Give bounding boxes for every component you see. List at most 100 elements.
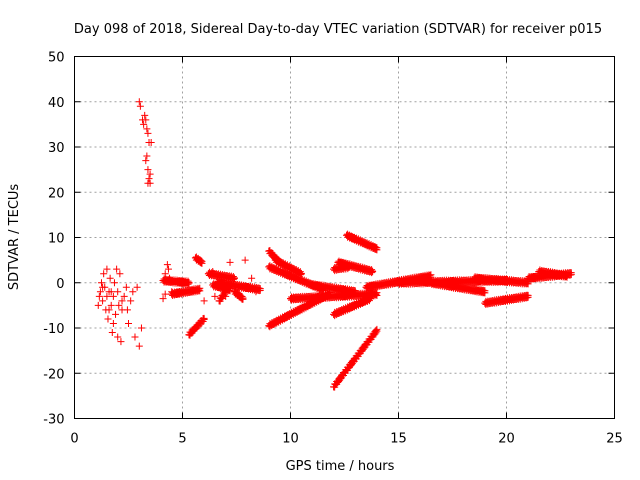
data-point <box>104 315 112 323</box>
data-point <box>145 175 153 183</box>
data-point <box>161 270 169 278</box>
axis-ticks: 0 5 10 15 20 25 -30 -20 -10 0 10 20 30 40 50 <box>43 51 623 447</box>
x-tick-label: 0 <box>70 432 78 447</box>
data-point <box>144 129 152 137</box>
data-point <box>164 265 172 273</box>
data-point <box>136 102 144 110</box>
data-point <box>369 268 377 276</box>
data-point <box>143 125 151 133</box>
y-tick-label: 40 <box>48 96 65 111</box>
x-tick-label: 15 <box>390 432 407 447</box>
y-tick-label: 20 <box>48 186 65 201</box>
data-point <box>143 152 151 160</box>
data-point <box>103 265 111 273</box>
data-point <box>159 295 167 303</box>
data-point <box>114 333 122 341</box>
data-point <box>351 287 359 295</box>
data-point <box>142 157 150 165</box>
data-point <box>567 269 575 277</box>
data-point <box>372 290 380 298</box>
data-point <box>120 292 128 300</box>
data-point <box>147 138 155 146</box>
data-point <box>107 288 115 296</box>
data-point <box>239 295 247 303</box>
data-point <box>140 120 148 128</box>
y-tick-label: -10 <box>43 322 64 337</box>
data-point <box>114 288 122 296</box>
data-point <box>196 284 204 292</box>
data-point <box>109 319 117 327</box>
data-point <box>133 283 141 291</box>
data-point <box>373 246 381 254</box>
data-point <box>98 279 105 287</box>
data-point <box>108 329 116 337</box>
data-point <box>100 270 108 278</box>
data-point <box>115 301 123 309</box>
data-point <box>146 170 154 178</box>
data-point <box>99 283 107 291</box>
data-point <box>142 116 150 124</box>
data-point <box>427 271 435 279</box>
data-point <box>122 283 130 291</box>
data-point <box>481 287 489 295</box>
y-axis-label: SDTVAR / TECUs <box>7 184 22 291</box>
data-point <box>163 261 171 269</box>
data-point <box>113 265 121 273</box>
data-point <box>141 111 149 119</box>
y-tick-label: 10 <box>48 232 65 247</box>
data-point <box>222 287 230 295</box>
chart-title: Day 098 of 2018, Sidereal Day-to-day VTE… <box>74 22 602 37</box>
data-point <box>118 297 126 305</box>
x-tick-label: 20 <box>498 432 515 447</box>
data-point <box>365 293 373 301</box>
data-point <box>109 292 117 300</box>
data-points <box>94 98 575 391</box>
data-point <box>105 306 113 314</box>
data-point <box>135 342 143 350</box>
data-point <box>144 179 152 187</box>
data-point <box>116 270 124 278</box>
data-point <box>127 297 135 305</box>
data-point <box>107 301 115 309</box>
data-point <box>110 279 118 287</box>
data-point <box>131 333 139 341</box>
data-point <box>106 274 114 282</box>
data-point <box>524 291 532 299</box>
data-point <box>95 292 103 300</box>
data-point <box>241 256 249 264</box>
data-point <box>256 285 264 293</box>
y-tick-label: -30 <box>43 413 64 428</box>
data-point <box>144 166 152 174</box>
data-point <box>372 326 380 334</box>
data-point <box>221 288 229 296</box>
data-point <box>366 295 374 303</box>
data-point <box>198 257 206 265</box>
data-point <box>200 297 208 305</box>
data-point <box>137 324 145 332</box>
y-tick-label: 30 <box>48 141 65 156</box>
data-point <box>200 316 208 324</box>
data-point <box>161 290 169 298</box>
data-point <box>94 301 102 309</box>
x-tick-label: 10 <box>282 432 299 447</box>
data-point <box>373 325 381 333</box>
data-point <box>103 292 111 300</box>
data-point <box>368 269 376 277</box>
data-point <box>96 288 104 296</box>
data-point <box>123 306 131 314</box>
y-tick-label: 50 <box>48 51 65 66</box>
data-point <box>185 279 193 287</box>
data-point <box>248 274 256 282</box>
data-point <box>226 258 234 266</box>
y-tick-label: 0 <box>56 277 64 292</box>
x-tick-label: 5 <box>178 432 186 447</box>
data-point <box>211 292 219 300</box>
data-point <box>135 98 143 106</box>
x-tick-label: 25 <box>606 432 623 447</box>
data-point <box>117 338 125 346</box>
x-axis-label: GPS time / hours <box>286 459 395 474</box>
y-tick-label: -20 <box>43 367 64 382</box>
data-point <box>112 310 120 318</box>
data-point <box>129 288 137 296</box>
